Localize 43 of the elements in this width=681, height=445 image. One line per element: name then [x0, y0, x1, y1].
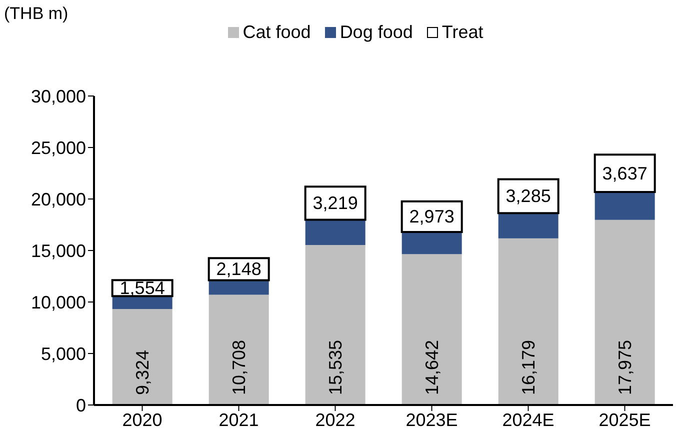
bar [112, 296, 172, 309]
data-label: 14,642 [422, 340, 442, 395]
bar [208, 280, 269, 295]
bar [402, 232, 462, 254]
data-label: 3,637 [602, 163, 648, 184]
x-tick-label: 2020 [122, 410, 162, 430]
legend-label: Treat [442, 22, 484, 43]
y-axis-title: (THB m) [4, 4, 68, 24]
data-label: 16,179 [518, 340, 538, 395]
bar [208, 294, 269, 405]
x-tick-label: 2021 [218, 410, 259, 430]
y-tick-label: 5,000 [40, 344, 86, 364]
data-label: 3,219 [312, 193, 358, 214]
bar [498, 238, 558, 405]
legend-label: Cat food [242, 22, 311, 43]
bar [402, 254, 462, 405]
bar [498, 213, 558, 238]
bar [304, 186, 366, 221]
data-label: 15,535 [325, 340, 346, 395]
data-label: 3,285 [506, 186, 551, 206]
y-tick-label: 15,000 [30, 240, 86, 261]
x-tick-label: 2025E [598, 410, 651, 430]
x-tick-label: 2022 [315, 410, 356, 430]
bar [594, 192, 655, 220]
x-tick-label: 2023E [406, 410, 458, 430]
y-tick-label: 30,000 [30, 86, 86, 106]
data-label: 1,554 [120, 278, 165, 298]
data-label: 2,148 [216, 259, 262, 280]
data-label: 2,973 [409, 206, 454, 227]
bar [594, 154, 656, 194]
legend-label: Dog food [340, 22, 413, 43]
y-tick-label: 25,000 [30, 138, 86, 158]
bar [305, 244, 366, 405]
bar [112, 308, 172, 405]
data-label: 17,975 [614, 340, 635, 395]
bar [594, 220, 655, 405]
y-tick-label: 0 [76, 395, 86, 416]
y-tick-label: 10,000 [30, 292, 86, 312]
y-tick-label: 20,000 [30, 189, 86, 210]
x-tick-label: 2024E [502, 410, 554, 430]
bar [305, 220, 366, 245]
data-label: 9,324 [132, 350, 152, 395]
data-label: 10,708 [228, 340, 249, 395]
